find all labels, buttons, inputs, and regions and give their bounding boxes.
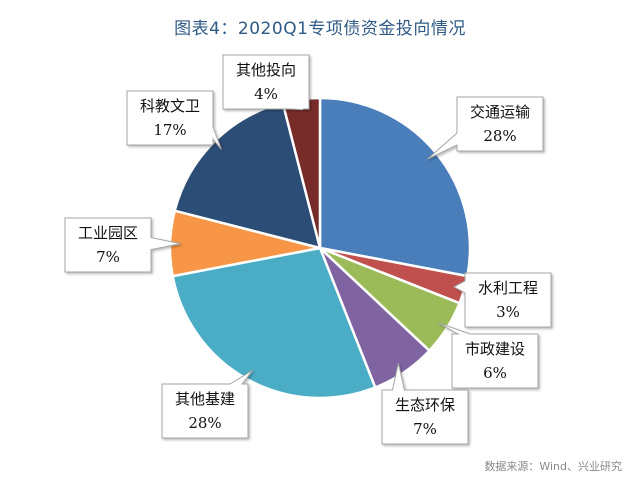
callout-box <box>126 90 222 150</box>
slice-value-label: 3% <box>496 303 520 321</box>
callout-box <box>161 369 254 439</box>
callout-box <box>64 217 181 273</box>
slice-category-label: 生态环保 <box>395 396 455 414</box>
pie-callouts: 交通运输 28% 水利工程 3% 市政建设 6% 生态环保 7% 其他基建 28% 工业园区 7% 科教… <box>64 54 552 445</box>
slice-value-label: 7% <box>413 420 437 438</box>
slice-category-label: 科教文卫 <box>140 97 200 115</box>
chart-source: 数据来源：Wind、兴业研究 <box>484 460 622 473</box>
slice-value-label: 6% <box>483 364 507 382</box>
slice-category-label: 其他基建 <box>175 390 235 408</box>
slice-category-label: 水利工程 <box>478 279 538 297</box>
callout-box <box>427 96 544 160</box>
pie-slice <box>318 96 472 278</box>
slice-category-label: 交通运输 <box>470 103 530 121</box>
callout-box <box>437 322 539 389</box>
pie-slices <box>168 96 472 400</box>
slice-category-label: 其他投向 <box>236 61 296 79</box>
callout-box <box>381 363 469 445</box>
callout-box <box>222 54 310 111</box>
slice-value-label: 28% <box>483 127 516 145</box>
chart-title: 图表4：2020Q1专项债资金投向情况 <box>174 19 466 39</box>
slice-value-label: 7% <box>96 248 120 266</box>
callout-box <box>452 272 552 328</box>
pie-slice <box>171 246 377 400</box>
slice-value-label: 17% <box>153 121 186 139</box>
slice-value-label: 28% <box>188 414 221 432</box>
slice-value-label: 4% <box>254 85 278 103</box>
slice-category-label: 工业园区 <box>78 224 138 242</box>
slice-category-label: 市政建设 <box>465 340 525 358</box>
